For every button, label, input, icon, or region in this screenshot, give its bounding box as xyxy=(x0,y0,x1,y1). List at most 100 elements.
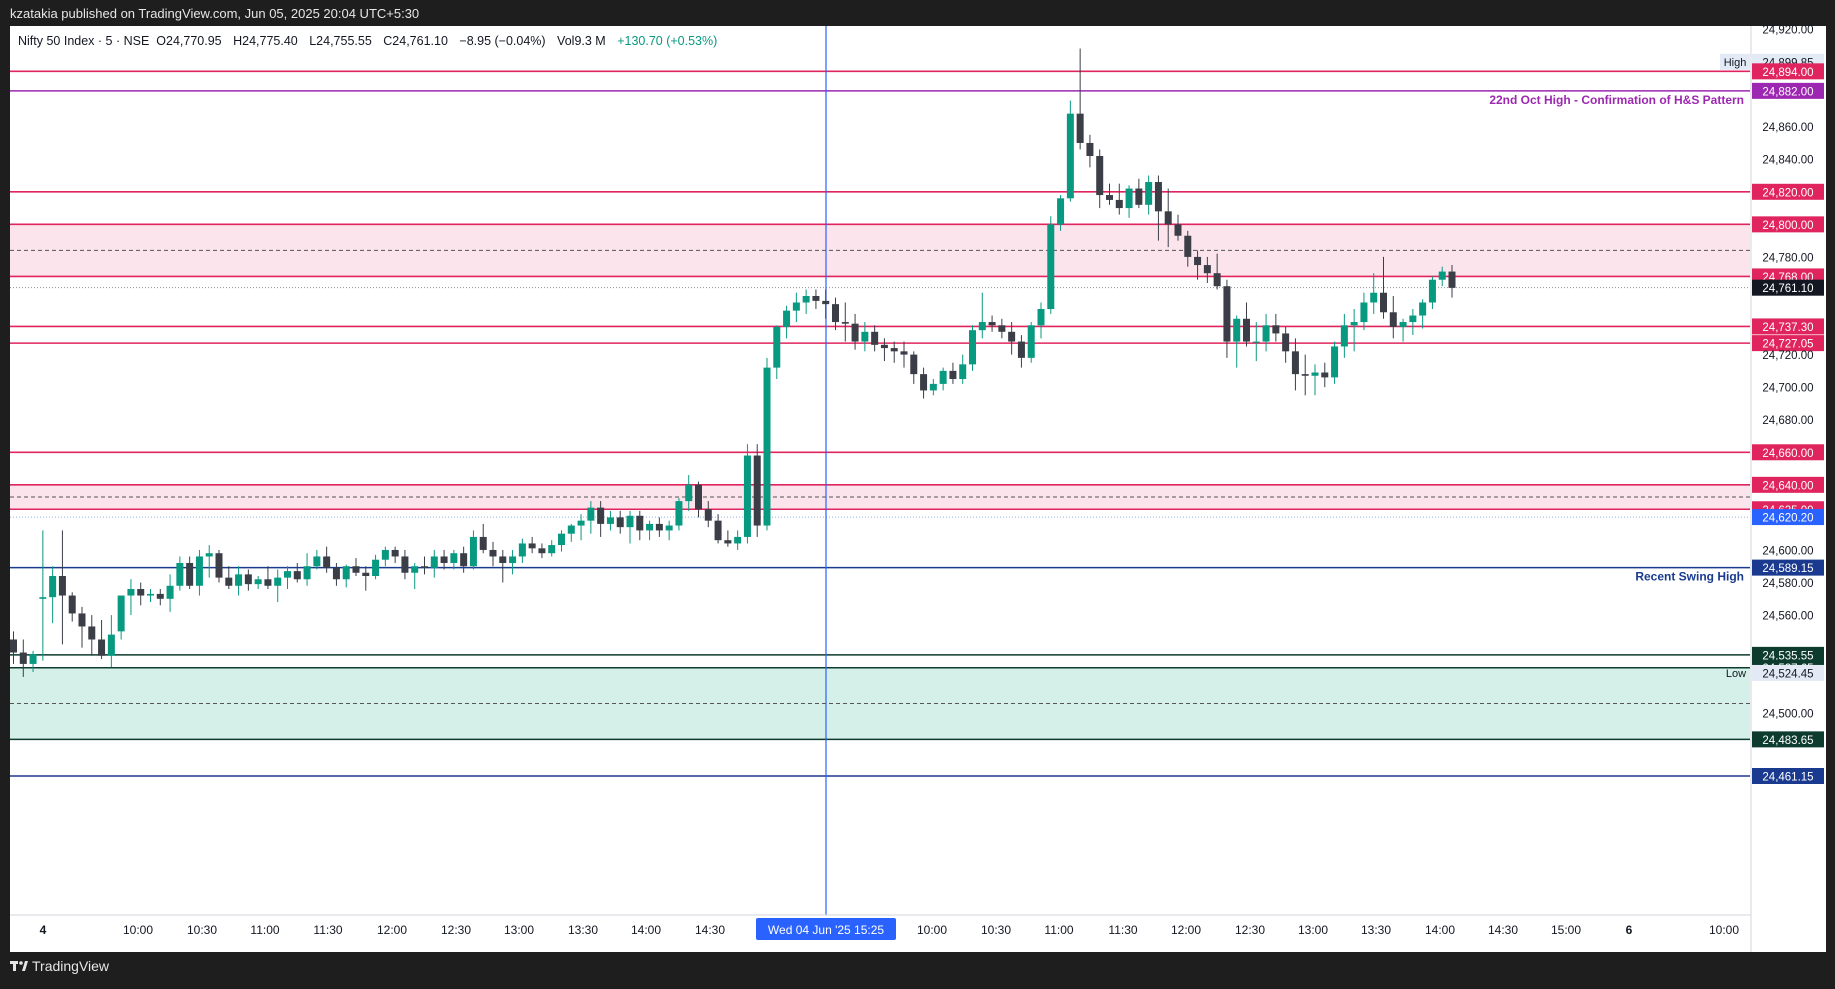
candle-body xyxy=(1291,351,1299,375)
candle-body xyxy=(264,579,272,586)
candle-body xyxy=(293,571,301,580)
price-tick-label: 24,461.15 xyxy=(1762,772,1813,784)
price-tick-label: 24,860.00 xyxy=(1762,122,1813,134)
price-tick-label: 24,882.00 xyxy=(1762,86,1813,98)
crosshair-time-bg xyxy=(756,918,896,940)
time-tick-label: 10:00 xyxy=(917,923,947,937)
price-tick-label: 24,920.00 xyxy=(1762,25,1813,37)
tradingview-logo-icon[interactable] xyxy=(10,952,28,989)
candle-body xyxy=(313,556,321,567)
symbol-label[interactable]: Nifty 50 Index · 5 · NSE xyxy=(18,34,150,48)
price-label-bg-16 xyxy=(1752,444,1824,461)
time-tick-label: 10:00 xyxy=(1709,923,1739,937)
candle-body xyxy=(655,523,663,531)
candle-body xyxy=(137,589,145,596)
candle-body xyxy=(225,577,233,586)
price-label-bg-21 xyxy=(1752,559,1824,576)
candle-body xyxy=(254,579,262,585)
candle-body xyxy=(577,520,585,526)
candle-body xyxy=(68,595,76,614)
price-label-bg-3 xyxy=(1752,82,1824,99)
candle-body xyxy=(352,566,360,573)
candle-body xyxy=(1145,182,1153,205)
candle-body xyxy=(1243,318,1250,342)
candle-body xyxy=(538,548,546,554)
candle-body xyxy=(910,354,918,375)
high-marker-label: High xyxy=(1724,57,1747,69)
time-tick-label: 12:00 xyxy=(1171,923,1201,937)
brand-name[interactable]: TradingView xyxy=(32,958,110,974)
time-tick-label: 11:30 xyxy=(1108,923,1137,937)
candle-body xyxy=(1311,372,1319,376)
price-tick-label: 24,720.00 xyxy=(1762,350,1813,362)
candle-body xyxy=(1037,309,1045,326)
candle-body xyxy=(186,562,194,586)
candle-body xyxy=(1027,325,1035,358)
candle-body xyxy=(1321,372,1329,378)
candle-body xyxy=(695,484,702,510)
level-annotation-10: Recent Swing High xyxy=(1635,570,1744,584)
time-tick-label: 10:30 xyxy=(981,923,1011,937)
candle-body xyxy=(1340,325,1348,347)
time-tick-label: 11:00 xyxy=(250,923,279,937)
candle-body xyxy=(1409,315,1417,323)
high-marker-bg xyxy=(1720,53,1750,70)
session-change: +130.70 (+0.53%) xyxy=(617,34,718,48)
candle-body xyxy=(98,639,106,656)
candle-body xyxy=(127,589,135,596)
candle-body xyxy=(117,595,125,632)
candle-body xyxy=(460,553,468,567)
candle-body xyxy=(724,540,732,544)
candle-body xyxy=(773,326,781,368)
price-tick-label: 24,727.05 xyxy=(1762,339,1813,351)
price-label-bg-2 xyxy=(1752,63,1824,80)
candle-body xyxy=(861,331,869,342)
price-tick-label: 24,620.20 xyxy=(1762,513,1813,525)
price-label-bg-29 xyxy=(1752,768,1824,784)
price-label-bg-6 xyxy=(1752,183,1824,200)
candle-body xyxy=(1115,199,1123,209)
candle-body xyxy=(1047,224,1055,310)
candle-body xyxy=(1213,273,1221,287)
candle-body xyxy=(763,367,771,526)
time-tick-label: 4 xyxy=(40,923,47,937)
candle-body xyxy=(235,574,243,586)
candle-body xyxy=(1174,224,1182,236)
candle-body xyxy=(920,374,928,391)
candle-body xyxy=(284,571,291,578)
candle-body xyxy=(372,559,380,577)
candle-body xyxy=(1164,211,1172,225)
candle-body xyxy=(978,322,986,331)
candle-body xyxy=(1389,312,1397,327)
published-text: kzatakia published on TradingView.com, J… xyxy=(10,6,420,21)
candle-body xyxy=(19,652,27,664)
candle-body xyxy=(29,654,37,664)
candle-body xyxy=(1125,188,1133,209)
candle-body xyxy=(1086,142,1094,156)
high-label: H xyxy=(233,34,243,48)
candle-body xyxy=(1194,256,1202,266)
time-tick-label: 6 xyxy=(1626,923,1633,937)
candle-body xyxy=(890,348,898,352)
price-label-bg-26 xyxy=(1752,664,1824,681)
candle-body xyxy=(176,562,184,586)
volume-label: Vol xyxy=(557,34,575,48)
candle-body xyxy=(362,572,370,577)
price-tick-label: 24,761.10 xyxy=(1762,283,1813,295)
price-tick-label: 24,680.00 xyxy=(1762,415,1813,427)
candle-body xyxy=(78,613,86,627)
candle-body xyxy=(646,523,654,531)
time-tick-label: 14:00 xyxy=(631,923,661,937)
time-tick-label: 10:30 xyxy=(187,923,217,937)
close-label: C xyxy=(383,34,393,48)
candle-body xyxy=(1350,322,1358,326)
candle-body xyxy=(1252,341,1260,343)
price-tick-label: 24,535.55 xyxy=(1762,650,1813,662)
candle-body xyxy=(832,304,839,323)
candle-body xyxy=(734,536,742,544)
candle-body xyxy=(1017,341,1025,358)
candle-body xyxy=(1370,292,1378,303)
price-tick-label: 24,700.00 xyxy=(1762,383,1813,395)
candle-body xyxy=(1428,279,1436,303)
